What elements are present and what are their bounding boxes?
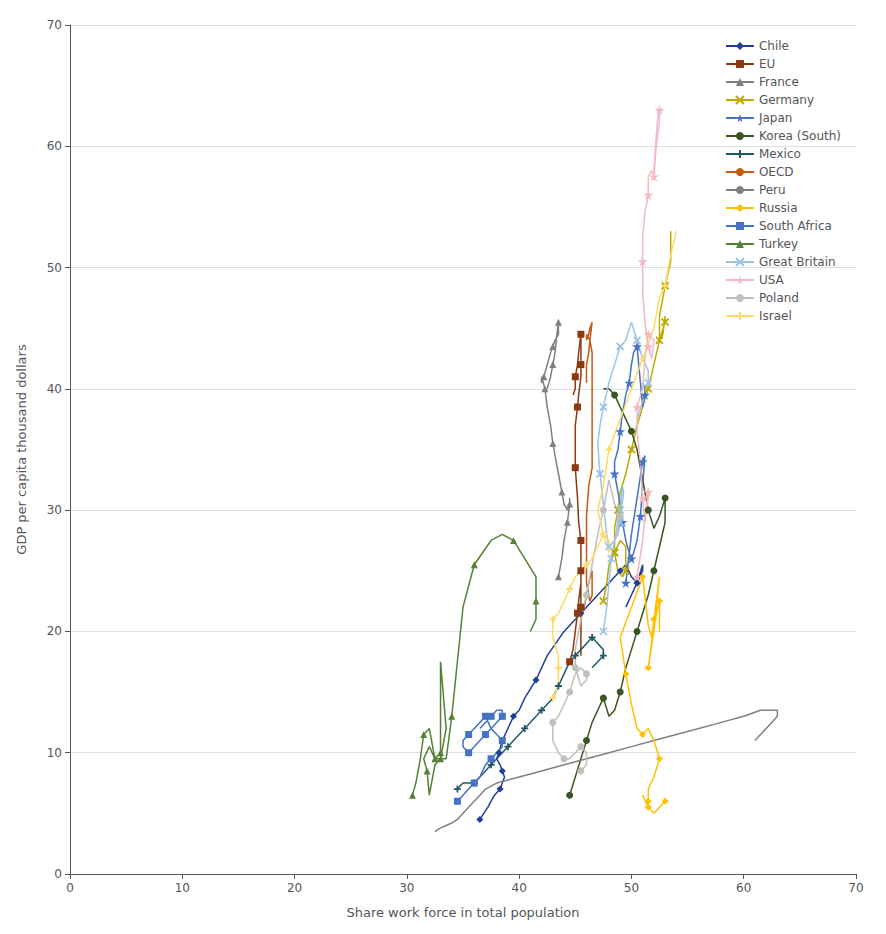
svg-text:0: 0 [54,867,62,881]
svg-text:20: 20 [47,624,62,638]
svg-text:50: 50 [47,261,62,275]
svg-text:Russia: Russia [759,201,798,215]
svg-text:Japan: Japan [758,111,792,125]
svg-text:10: 10 [175,881,190,895]
svg-text:France: France [759,75,799,89]
svg-text:Germany: Germany [759,93,814,107]
svg-text:20: 20 [287,881,302,895]
svg-text:Korea (South): Korea (South) [759,129,841,143]
svg-text:50: 50 [624,881,639,895]
svg-text:South Africa: South Africa [759,219,832,233]
svg-text:Mexico: Mexico [759,147,801,161]
svg-text:40: 40 [512,881,527,895]
svg-text:USA: USA [759,273,785,287]
svg-text:60: 60 [736,881,751,895]
svg-text:Share work force in total popu: Share work force in total population [346,905,579,920]
svg-text:70: 70 [848,881,863,895]
svg-text:Chile: Chile [759,39,789,53]
svg-text:70: 70 [47,18,62,32]
svg-text:Israel: Israel [759,309,792,323]
svg-text:Turkey: Turkey [758,237,798,251]
svg-text:EU: EU [759,57,775,71]
svg-text:Peru: Peru [759,183,786,197]
svg-text:40: 40 [47,382,62,396]
svg-text:Great Britain: Great Britain [759,255,836,269]
svg-text:30: 30 [399,881,414,895]
svg-text:10: 10 [47,746,62,760]
svg-text:0: 0 [66,881,74,895]
svg-text:30: 30 [47,503,62,517]
svg-text:OECD: OECD [759,165,794,179]
svg-text:60: 60 [47,139,62,153]
svg-text:GDP per capita thousand dollar: GDP per capita thousand dollars [14,344,29,555]
svg-text:Poland: Poland [759,291,799,305]
